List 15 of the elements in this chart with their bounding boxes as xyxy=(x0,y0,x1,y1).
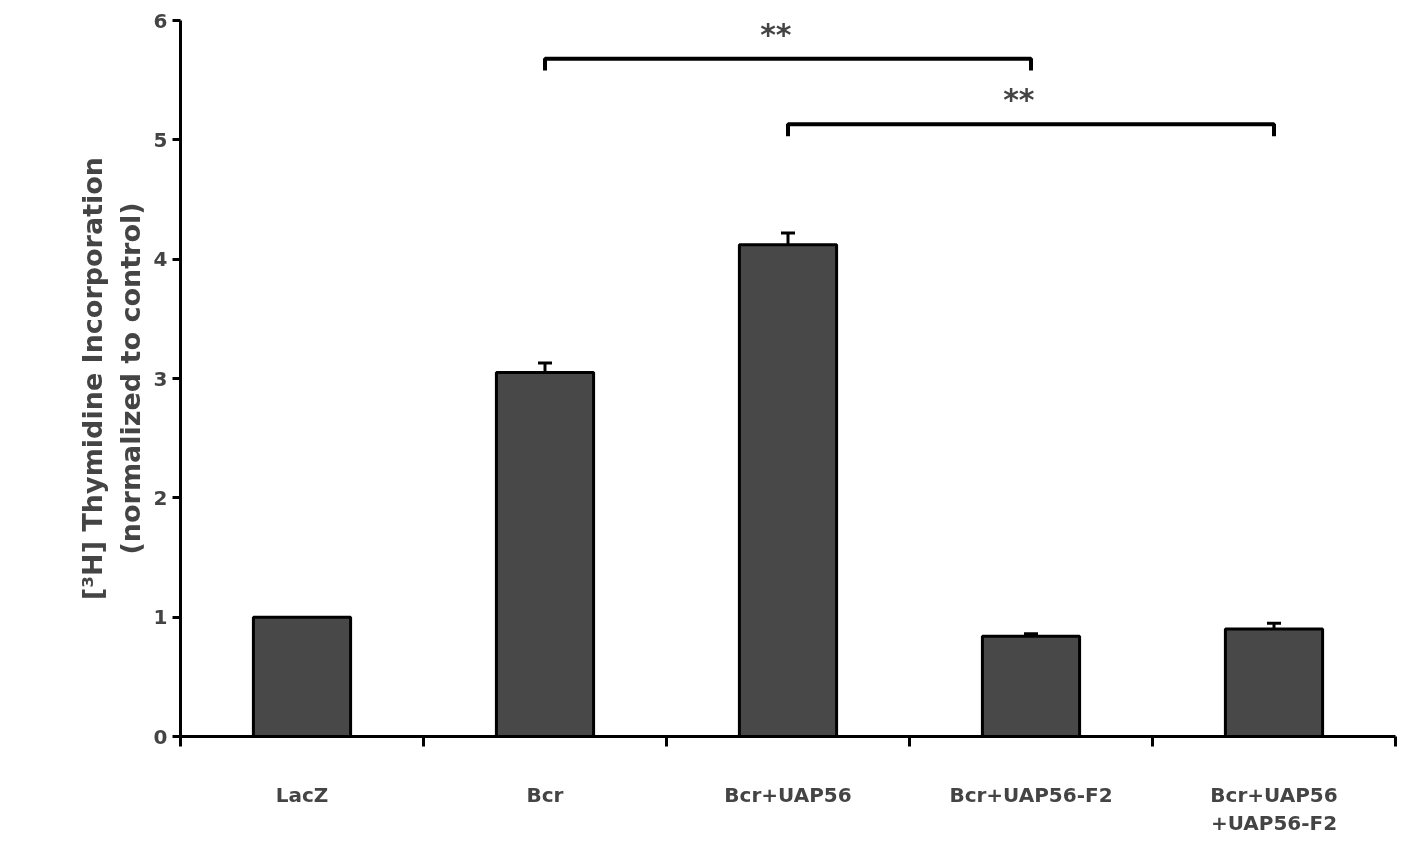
y-tick-label: 4 xyxy=(153,247,168,272)
x-tick-label: Bcr+UAP56 +UAP56-F2 xyxy=(1210,782,1338,836)
y-tick-label: 1 xyxy=(153,605,168,630)
x-tick-label: LacZ xyxy=(275,782,329,807)
y-tick-label: 5 xyxy=(153,127,168,152)
annotation: ** xyxy=(1003,82,1035,118)
y-tick-label: 6 xyxy=(153,8,168,33)
x-tick-label: Bcr xyxy=(526,782,564,807)
y-tick-label: 3 xyxy=(153,366,168,391)
y-axis-title: [³H] Thymidine Incorporation (normalized to control) xyxy=(77,156,146,601)
x-tick-label: Bcr+UAP56 xyxy=(724,782,852,807)
annotation: ** xyxy=(760,16,792,52)
y-tick-label: 0 xyxy=(153,724,168,749)
y-tick-label: 2 xyxy=(153,485,168,510)
x-tick-label: Bcr+UAP56-F2 xyxy=(949,782,1113,807)
